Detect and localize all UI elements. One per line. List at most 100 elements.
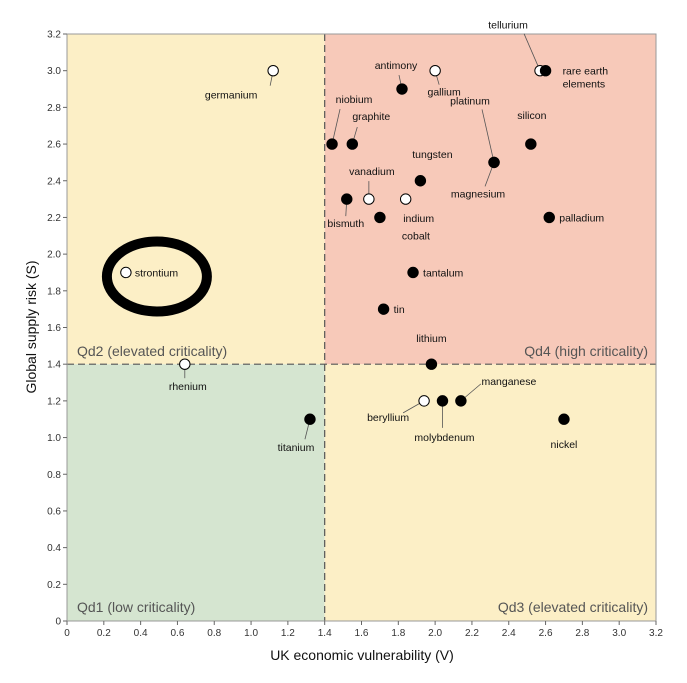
point-label-molybdenum: molybdenum xyxy=(414,432,474,444)
y-tick-label: 0.2 xyxy=(47,580,61,591)
point-beryllium xyxy=(418,395,430,407)
x-tick-label: 1.2 xyxy=(281,628,295,639)
point-label-antimony: antimony xyxy=(375,60,418,72)
y-tick-label: 1.0 xyxy=(47,433,61,444)
quadrant-qd1 xyxy=(67,364,325,621)
point-cobalt xyxy=(374,211,386,224)
y-axis-label: Global supply risk (S) xyxy=(23,260,39,393)
point-label-silicon: silicon xyxy=(517,110,546,122)
data-points: germanium strontium rhenium titanium antimon… xyxy=(101,20,609,454)
point-tin xyxy=(377,303,390,315)
point-rhenium xyxy=(179,358,191,370)
leader-line-tellurium xyxy=(523,33,541,71)
x-tick-label: 0.8 xyxy=(207,628,221,639)
x-tick-label: 3.0 xyxy=(612,628,626,639)
y-tick-label: 1.8 xyxy=(47,286,61,297)
y-tick-label: 2.4 xyxy=(47,176,61,187)
point-palladium xyxy=(543,211,555,224)
quadrant-label-qd2: Qd2 (elevated criticality) xyxy=(77,343,227,359)
y-tick-label: 1.2 xyxy=(47,396,61,407)
x-tick-label: 0 xyxy=(64,628,70,639)
point-nickel xyxy=(558,413,570,425)
y-tick-label: 3.2 xyxy=(47,30,61,41)
point-label-line: rare earth xyxy=(563,66,609,78)
x-tick-label: 2.6 xyxy=(539,628,553,639)
point-label-manganese: manganese xyxy=(481,376,536,388)
point-label-rhenium: rhenium xyxy=(169,381,207,393)
x-axis-label: UK economic vulnerability (V) xyxy=(270,647,454,663)
point-label-tungsten: tungsten xyxy=(412,149,452,161)
point-bismuth xyxy=(341,193,353,205)
point-label-niobium: niobium xyxy=(336,94,373,106)
x-tick-label: 0.6 xyxy=(170,628,184,639)
y-tick-label: 1.6 xyxy=(47,323,61,334)
point-strontium xyxy=(120,266,132,279)
x-tick-label: 2.4 xyxy=(502,628,516,639)
point-tungsten xyxy=(414,175,427,187)
quadrant-label-qd1: Qd1 (low criticality) xyxy=(77,599,195,615)
point-label-indium: indium xyxy=(403,213,434,225)
axes: 0 0.2 0.4 0.6 0.8 1.0 1.2 1.4 1.6 1.8 2.0 2.2 2.4 2.6… xyxy=(47,30,663,640)
point-titanium xyxy=(304,413,316,425)
x-tick-label: 3.2 xyxy=(649,628,663,639)
leader-line-platinum xyxy=(481,109,495,163)
y-tick-label: 1.4 xyxy=(47,360,61,371)
point-label-tin: tin xyxy=(394,304,405,316)
quadrant-label-qd3: Qd3 (elevated criticality) xyxy=(498,599,648,615)
y-tick-label: 0.8 xyxy=(47,470,61,481)
y-tick-label: 0.4 xyxy=(47,543,61,554)
point-antimony xyxy=(396,83,408,95)
point-label-rare-earth-elements: rare earth elements xyxy=(563,66,609,91)
x-tick-label: 0.4 xyxy=(134,628,148,639)
x-tick-label: 1.8 xyxy=(391,628,405,639)
point-gallium xyxy=(429,64,441,77)
y-tick-label: 2.0 xyxy=(47,250,61,261)
point-label-palladium: palladium xyxy=(559,212,604,224)
x-tick-label: 2.0 xyxy=(428,628,442,639)
point-label-nickel: nickel xyxy=(551,439,578,451)
x-tick-label: 2.2 xyxy=(465,628,479,639)
y-tick-label: 0 xyxy=(55,617,61,628)
quadrant-label-qd4: Qd4 (high criticality) xyxy=(524,343,648,359)
point-label-platinum: platinum xyxy=(450,95,490,107)
y-tick-label: 2.8 xyxy=(47,103,61,114)
point-manganese xyxy=(455,395,467,407)
x-tick-label: 2.8 xyxy=(575,628,589,639)
point-indium xyxy=(399,193,412,205)
point-label-tellurium: tellurium xyxy=(488,20,528,32)
y-tick-label: 0.6 xyxy=(47,506,61,517)
x-tick-label: 0.2 xyxy=(97,628,111,639)
point-label-cobalt: cobalt xyxy=(402,230,430,242)
point-rare-earth-elements xyxy=(539,64,552,77)
point-silicon xyxy=(525,138,537,150)
point-label-lithium: lithium xyxy=(416,333,447,345)
point-label-tantalum: tantalum xyxy=(423,267,464,279)
point-label-gallium: gallium xyxy=(427,87,461,99)
point-label-graphite: graphite xyxy=(352,111,390,123)
point-label-magnesium: magnesium xyxy=(451,188,506,200)
quadrant-qd2 xyxy=(67,34,325,365)
y-tick-label: 3.0 xyxy=(47,66,61,77)
point-label-line: elements xyxy=(563,79,606,91)
point-lithium xyxy=(425,358,438,370)
point-niobium xyxy=(326,138,338,150)
point-vanadium xyxy=(363,193,375,205)
x-tick-label: 1.0 xyxy=(244,628,258,639)
y-tick-label: 2.2 xyxy=(47,213,61,224)
point-label-bismuth: bismuth xyxy=(327,218,364,230)
point-molybdenum xyxy=(436,395,449,407)
leader-line-niobium xyxy=(331,108,341,145)
highlight-ring-strontium xyxy=(101,236,212,317)
x-tick-label: 1.6 xyxy=(355,628,369,639)
x-tick-label: 1.4 xyxy=(318,628,332,639)
point-label-vanadium: vanadium xyxy=(349,166,395,178)
point-label-strontium: strontium xyxy=(135,267,178,279)
point-tantalum xyxy=(407,266,419,279)
point-magnesium xyxy=(488,156,500,169)
point-germanium xyxy=(267,64,279,77)
point-label-titanium: titanium xyxy=(278,442,315,454)
point-label-beryllium: beryllium xyxy=(367,412,409,424)
point-label-germanium: germanium xyxy=(205,90,258,102)
quadrant-qd3 xyxy=(324,364,656,621)
